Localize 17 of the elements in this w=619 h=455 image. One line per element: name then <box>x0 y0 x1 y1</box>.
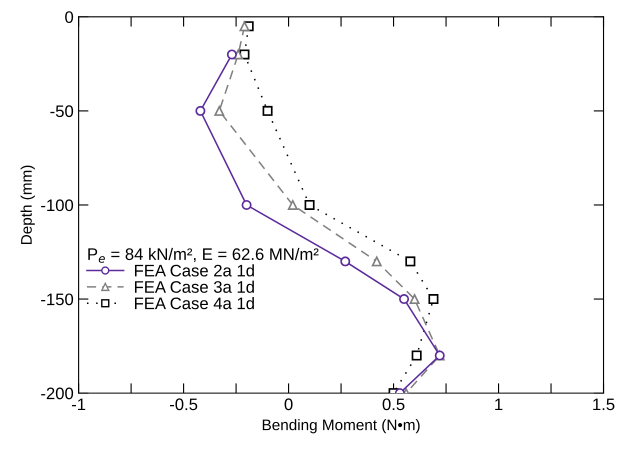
legend-label: FEA Case 3a 1d <box>134 280 254 293</box>
y-tick-label: -50 <box>50 105 74 118</box>
x-axis-title: Bending Moment (N•m) <box>262 419 420 434</box>
y-tick-label: -200 <box>41 388 74 400</box>
x-tick-label: -1 <box>72 398 86 410</box>
legend-label: FEA Case 4a 1d <box>134 297 254 310</box>
x-tick-label: 1.5 <box>593 398 614 410</box>
legend-label: FEA Case 2a 1d <box>134 264 254 277</box>
y-tick-label: -100 <box>41 199 74 212</box>
y-tick-label: 0 <box>65 11 74 24</box>
y-tick-label: -150 <box>41 293 74 306</box>
y-axis-title: Depth (mm) <box>20 166 35 244</box>
x-tick-label: 1 <box>495 398 502 410</box>
x-tick-label: -0.5 <box>170 398 198 410</box>
x-tick-label: 0.5 <box>382 398 404 410</box>
legend-title: P$_{e}$ = 84 kN/m², E = 62.6 MN/m² <box>88 248 319 263</box>
x-tick-label: 0 <box>284 398 293 410</box>
